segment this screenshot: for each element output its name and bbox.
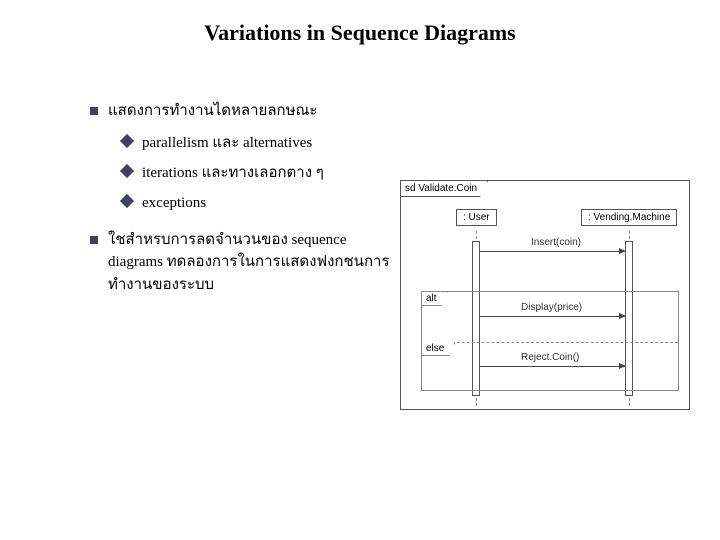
message-label: Reject.Coin() — [521, 352, 579, 363]
alt-else-label: else — [422, 342, 455, 356]
sub-bullet-text: exceptions — [142, 191, 206, 215]
message-arrow — [480, 366, 625, 367]
sub-bullet-text: parallelism และ alternatives — [142, 131, 312, 155]
message-arrow — [480, 251, 625, 252]
square-bullet-icon — [90, 236, 98, 244]
message-arrow — [480, 316, 625, 317]
diamond-bullet-icon — [120, 163, 134, 177]
bullet-2-text: ใชสำหรบการลดจำนวนของ sequence diagrams ท… — [108, 229, 390, 297]
alt-separator — [422, 342, 678, 343]
actor-vendingmachine: : Vending.Machine — [581, 209, 677, 226]
bullet-1-text: แสดงการทำงานไดหลายลกษณะ — [108, 100, 317, 123]
alt-frame-label: alt — [422, 292, 448, 306]
actor-user: : User — [456, 209, 497, 226]
bullet-list: แสดงการทำงานไดหลายลกษณะ parallelism และ … — [90, 100, 390, 300]
message-label: Insert(coin) — [531, 237, 581, 248]
bullet-2: ใชสำหรบการลดจำนวนของ sequence diagrams ท… — [90, 229, 390, 297]
slide-title: Variations in Sequence Diagrams — [0, 20, 720, 46]
bullet-1: แสดงการทำงานไดหลายลกษณะ — [90, 100, 390, 123]
sub-bullet: parallelism และ alternatives — [122, 131, 390, 155]
sub-bullet: iterations และทางเลอกตาง ๆ — [122, 161, 390, 185]
diamond-bullet-icon — [120, 193, 134, 207]
sub-bullet-text: iterations และทางเลอกตาง ๆ — [142, 161, 324, 185]
sub-bullet: exceptions — [122, 191, 390, 215]
message-label: Display(price) — [521, 302, 582, 313]
square-bullet-icon — [90, 107, 98, 115]
diagram-frame-label: sd Validate.Coin — [401, 181, 488, 197]
diamond-bullet-icon — [120, 133, 134, 147]
sequence-diagram: sd Validate.Coin : User : Vending.Machin… — [400, 180, 690, 410]
bullet-1-subs: parallelism และ alternatives iterations … — [122, 131, 390, 215]
